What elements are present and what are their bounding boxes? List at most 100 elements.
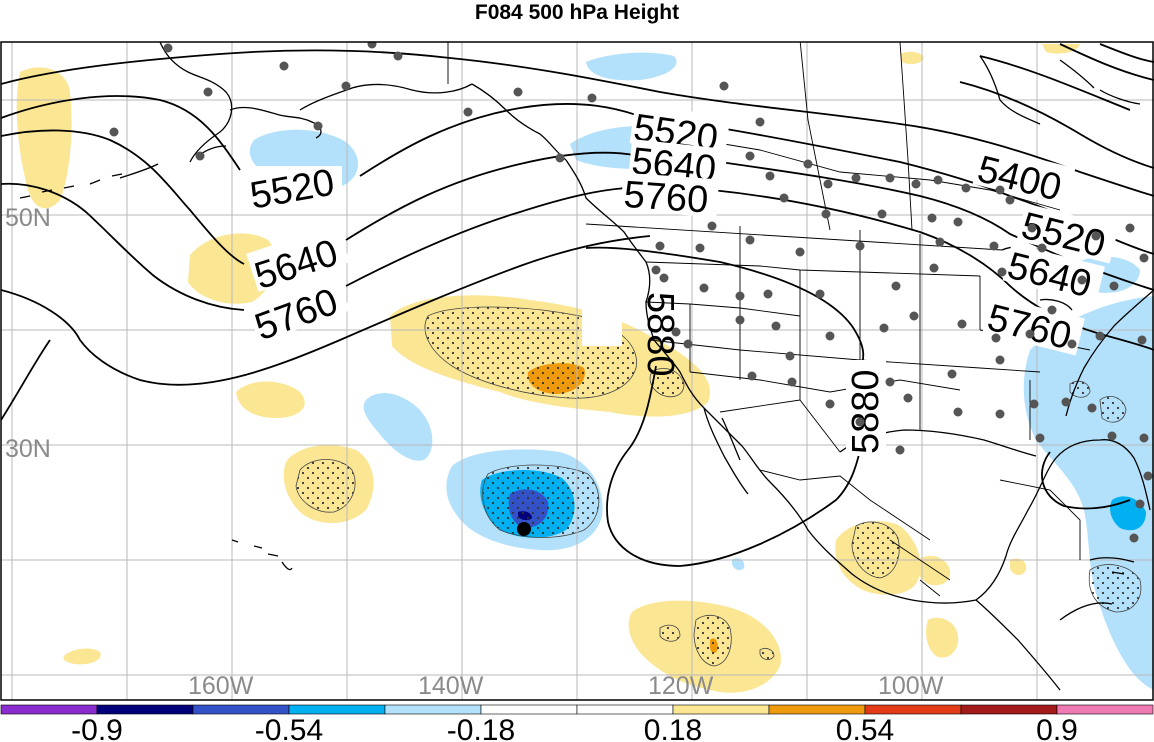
station-marker [895,445,905,455]
positive-anomaly-area [926,617,959,658]
station-marker [1129,533,1139,543]
station-marker [1027,223,1037,233]
station-marker [891,281,901,291]
station-marker [699,283,709,293]
storm-center-marker [517,522,531,536]
color-bar [0,704,1154,715]
station-marker [821,209,831,219]
station-marker [795,247,805,257]
station-marker [953,217,963,227]
station-marker [1025,329,1035,339]
station-marker [823,179,833,189]
station-marker [933,175,943,185]
station-marker [587,93,597,103]
contour-label-5760: 5760 [622,174,709,222]
station-marker [1029,399,1039,409]
station-marker [1091,231,1101,241]
negative-anomaly-area [363,393,433,461]
color-bar-label: -0.54 [255,714,323,742]
station-marker [1135,499,1145,509]
contour-line [1041,451,1131,510]
station-marker [851,173,861,183]
color-bar-segment [864,704,962,715]
station-marker [755,117,765,127]
station-marker [911,179,921,189]
latitude-label-30n: 30N [5,435,51,463]
station-marker [367,42,377,49]
station-marker [989,241,999,251]
color-bar-segment [672,704,770,715]
contour-label-5880: 5880 [845,369,887,454]
station-marker [765,171,775,181]
longitude-label-120w: 120W [648,672,714,700]
station-marker [1061,397,1071,407]
station-marker [879,323,889,333]
color-bar-label: 0.54 [836,714,894,742]
map-frame [0,41,1154,701]
color-bar-segment [0,704,98,715]
contour-line [959,81,1154,169]
station-marker [995,409,1005,419]
station-marker [1067,339,1077,349]
station-marker [927,213,937,223]
station-marker [997,267,1007,277]
color-bar-segment [480,704,578,715]
longitude-label-140w: 140W [418,672,484,700]
station-marker [947,369,957,379]
negative-anomaly-area [586,52,677,81]
station-marker [655,241,665,251]
station-marker [929,263,939,273]
station-marker [279,61,289,71]
station-marker [683,339,693,349]
station-marker [747,371,757,381]
east-coast [1065,289,1154,417]
station-marker [903,393,913,403]
station-marker [953,407,963,417]
color-bar-segment [768,704,866,715]
station-marker [735,291,745,301]
longitude-label-100w: 100W [878,672,944,700]
station-marker [707,221,717,231]
station-marker [195,151,205,161]
central-america [975,599,1113,691]
color-bar-segment [192,704,290,715]
color-bar-label: -0.18 [447,714,515,742]
positive-anomaly-area [900,51,924,65]
station-marker [659,273,669,283]
canada-coast [979,55,1141,125]
positive-anomaly-area [1010,558,1027,576]
negative-anomaly-area [732,558,745,571]
caribbean-islands [1089,557,1135,575]
station-marker [1125,223,1135,233]
station-marker [1107,431,1117,441]
station-marker [1035,433,1045,443]
station-marker [995,355,1005,365]
contour-line [979,55,1131,111]
latitude-label-50n: 50N [5,204,51,232]
station-marker [779,193,789,203]
color-bar-segment [288,704,386,715]
station-marker [855,241,865,251]
station-marker [1047,305,1057,315]
station-marker [555,153,565,163]
station-marker [695,243,705,253]
station-marker [1087,403,1097,413]
color-bar-segment [960,704,1058,715]
color-bar-segment [384,704,482,715]
color-bar-tick-labels: -0.9 -0.54 -0.18 0.18 0.54 0.9 [71,714,1078,742]
station-marker [719,81,729,91]
station-marker [803,159,813,169]
station-marker [203,87,213,97]
color-bar-label: -0.9 [71,714,123,742]
baja-peninsula [703,407,749,495]
station-marker [885,377,895,387]
station-marker [463,107,473,117]
station-marker [885,173,895,183]
station-marker [1077,275,1087,285]
west-coast [565,159,977,604]
contour-line [585,246,865,567]
station-marker [877,209,887,219]
station-marker [763,289,773,299]
station-marker [961,183,971,193]
